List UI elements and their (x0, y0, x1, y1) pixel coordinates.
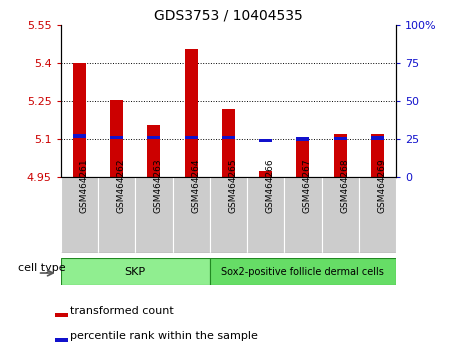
Title: GDS3753 / 10404535: GDS3753 / 10404535 (154, 8, 303, 22)
Text: GSM464266: GSM464266 (266, 159, 274, 213)
Bar (210, 177, 247, 253)
Bar (222, 136, 235, 139)
Bar (147, 136, 160, 139)
Bar (73, 135, 86, 138)
Text: GSM464263: GSM464263 (154, 159, 163, 213)
Bar (321, 177, 359, 253)
Bar (61, 258, 210, 285)
Bar (61, 177, 98, 253)
Bar (172, 177, 210, 253)
Bar (110, 99, 123, 177)
Bar (284, 177, 321, 253)
Bar (371, 134, 384, 177)
Text: SKP: SKP (125, 267, 146, 277)
Bar (98, 177, 135, 253)
Bar (247, 177, 284, 253)
Text: GSM464264: GSM464264 (191, 159, 200, 213)
Text: GSM464269: GSM464269 (378, 159, 387, 213)
Bar (359, 177, 396, 253)
Bar (73, 63, 86, 177)
Bar (371, 136, 384, 140)
Bar (210, 258, 396, 285)
Text: GSM464261: GSM464261 (79, 159, 88, 213)
Bar (222, 109, 235, 177)
Bar (110, 136, 123, 139)
Text: cell type: cell type (18, 263, 66, 273)
Bar (297, 137, 310, 141)
Bar (184, 49, 198, 177)
Bar (333, 134, 346, 177)
Bar (259, 139, 272, 142)
Bar (259, 171, 272, 177)
Bar (333, 137, 346, 140)
Bar (147, 125, 160, 177)
Text: Sox2-positive follicle dermal cells: Sox2-positive follicle dermal cells (221, 267, 384, 277)
Text: percentile rank within the sample: percentile rank within the sample (70, 331, 257, 341)
Text: transformed count: transformed count (70, 306, 173, 316)
Bar (55, 337, 68, 342)
Bar (55, 313, 68, 317)
Text: GSM464268: GSM464268 (340, 159, 349, 213)
Text: GSM464267: GSM464267 (303, 159, 312, 213)
Text: GSM464265: GSM464265 (228, 159, 238, 213)
Bar (184, 136, 198, 139)
Text: GSM464262: GSM464262 (117, 159, 126, 213)
Bar (135, 177, 172, 253)
Bar (297, 142, 310, 177)
